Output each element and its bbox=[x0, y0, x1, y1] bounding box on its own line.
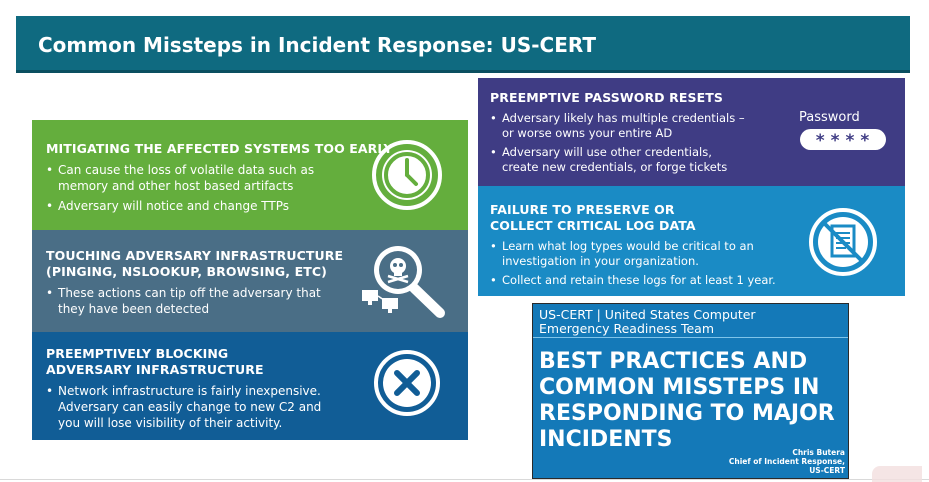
bottom-divider bbox=[0, 479, 929, 480]
bullet-list: Can cause the loss of volatile data such… bbox=[46, 162, 454, 214]
panel-title-line: TOUCHING ADVERSARY INFRASTRUCTURE bbox=[46, 248, 344, 263]
panel-log-data: FAILURE TO PRESERVE OR COLLECT CRITICAL … bbox=[478, 186, 905, 296]
panel-title-line: COLLECT CRITICAL LOG DATA bbox=[490, 218, 696, 233]
bullet-item: Adversary will notice and change TTPs bbox=[46, 198, 454, 214]
bullet-item: Can cause the loss of volatile data such… bbox=[46, 162, 358, 194]
bullet-list: Network infrastructure is fairly inexpen… bbox=[46, 383, 454, 431]
watermark-logo bbox=[872, 466, 922, 482]
author-name: Chris Butera bbox=[792, 448, 845, 457]
panel-title: TOUCHING ADVERSARY INFRASTRUCTURE (PINGI… bbox=[46, 248, 454, 280]
password-label: Password bbox=[799, 110, 860, 125]
bullet-item: Learn what log types would be critical t… bbox=[490, 239, 762, 269]
x-circle-icon bbox=[373, 349, 441, 422]
magnifier-skull-icon bbox=[360, 238, 455, 328]
panel-title-line: PREEMPTIVELY BLOCKING bbox=[46, 346, 229, 361]
cover-org: US-CERT | United States Computer Emergen… bbox=[539, 308, 756, 336]
panel-title: MITIGATING THE AFFECTED SYSTEMS TOO EARL… bbox=[46, 141, 393, 156]
panel-title-line: ADVERSARY INFRASTRUCTURE bbox=[46, 362, 264, 377]
panel-title-line: FAILURE TO PRESERVE OR bbox=[490, 202, 675, 217]
panel-title: FAILURE TO PRESERVE OR COLLECT CRITICAL … bbox=[490, 202, 893, 234]
clock-icon bbox=[372, 140, 442, 215]
bullet-list: These actions can tip off the adversary … bbox=[46, 285, 454, 317]
slide-title: Common Missteps in Incident Response: US… bbox=[38, 33, 597, 57]
slide-header: Common Missteps in Incident Response: US… bbox=[16, 16, 910, 73]
bullet-list: Adversary likely has multiple credential… bbox=[490, 111, 893, 175]
cover-org-line: Emergency Readiness Team bbox=[539, 321, 715, 336]
panel-title: PREEMPTIVE PASSWORD RESETS bbox=[490, 90, 723, 105]
author-role: Chief of Incident Response, bbox=[728, 457, 845, 466]
panel-title: PREEMPTIVELY BLOCKING ADVERSARY INFRASTR… bbox=[46, 346, 454, 378]
bullet-item: Collect and retain these logs for at lea… bbox=[490, 273, 893, 288]
panel-title-line: (PINGING, NSLOOKUP, BROWSING, ETC) bbox=[46, 264, 327, 279]
bullet-list: Learn what log types would be critical t… bbox=[490, 239, 893, 288]
bullet-item: These actions can tip off the adversary … bbox=[46, 285, 348, 317]
cover-author: Chris Butera Chief of Incident Response,… bbox=[729, 448, 845, 475]
bullet-item: Network infrastructure is fairly inexpen… bbox=[46, 383, 338, 431]
cover-headline: BEST PRACTICES AND COMMON MISSTEPS IN RE… bbox=[539, 349, 835, 452]
password-mask: **** bbox=[800, 129, 886, 151]
report-cover: US-CERT | United States Computer Emergen… bbox=[532, 303, 849, 479]
cover-divider bbox=[533, 337, 848, 338]
bullet-item: Adversary will use other credentials, cr… bbox=[490, 145, 752, 175]
author-org: US-CERT bbox=[809, 466, 845, 475]
cover-org-line: US-CERT | United States Computer bbox=[539, 307, 756, 322]
no-document-icon bbox=[808, 207, 878, 282]
bullet-item: Adversary likely has multiple credential… bbox=[490, 111, 752, 141]
